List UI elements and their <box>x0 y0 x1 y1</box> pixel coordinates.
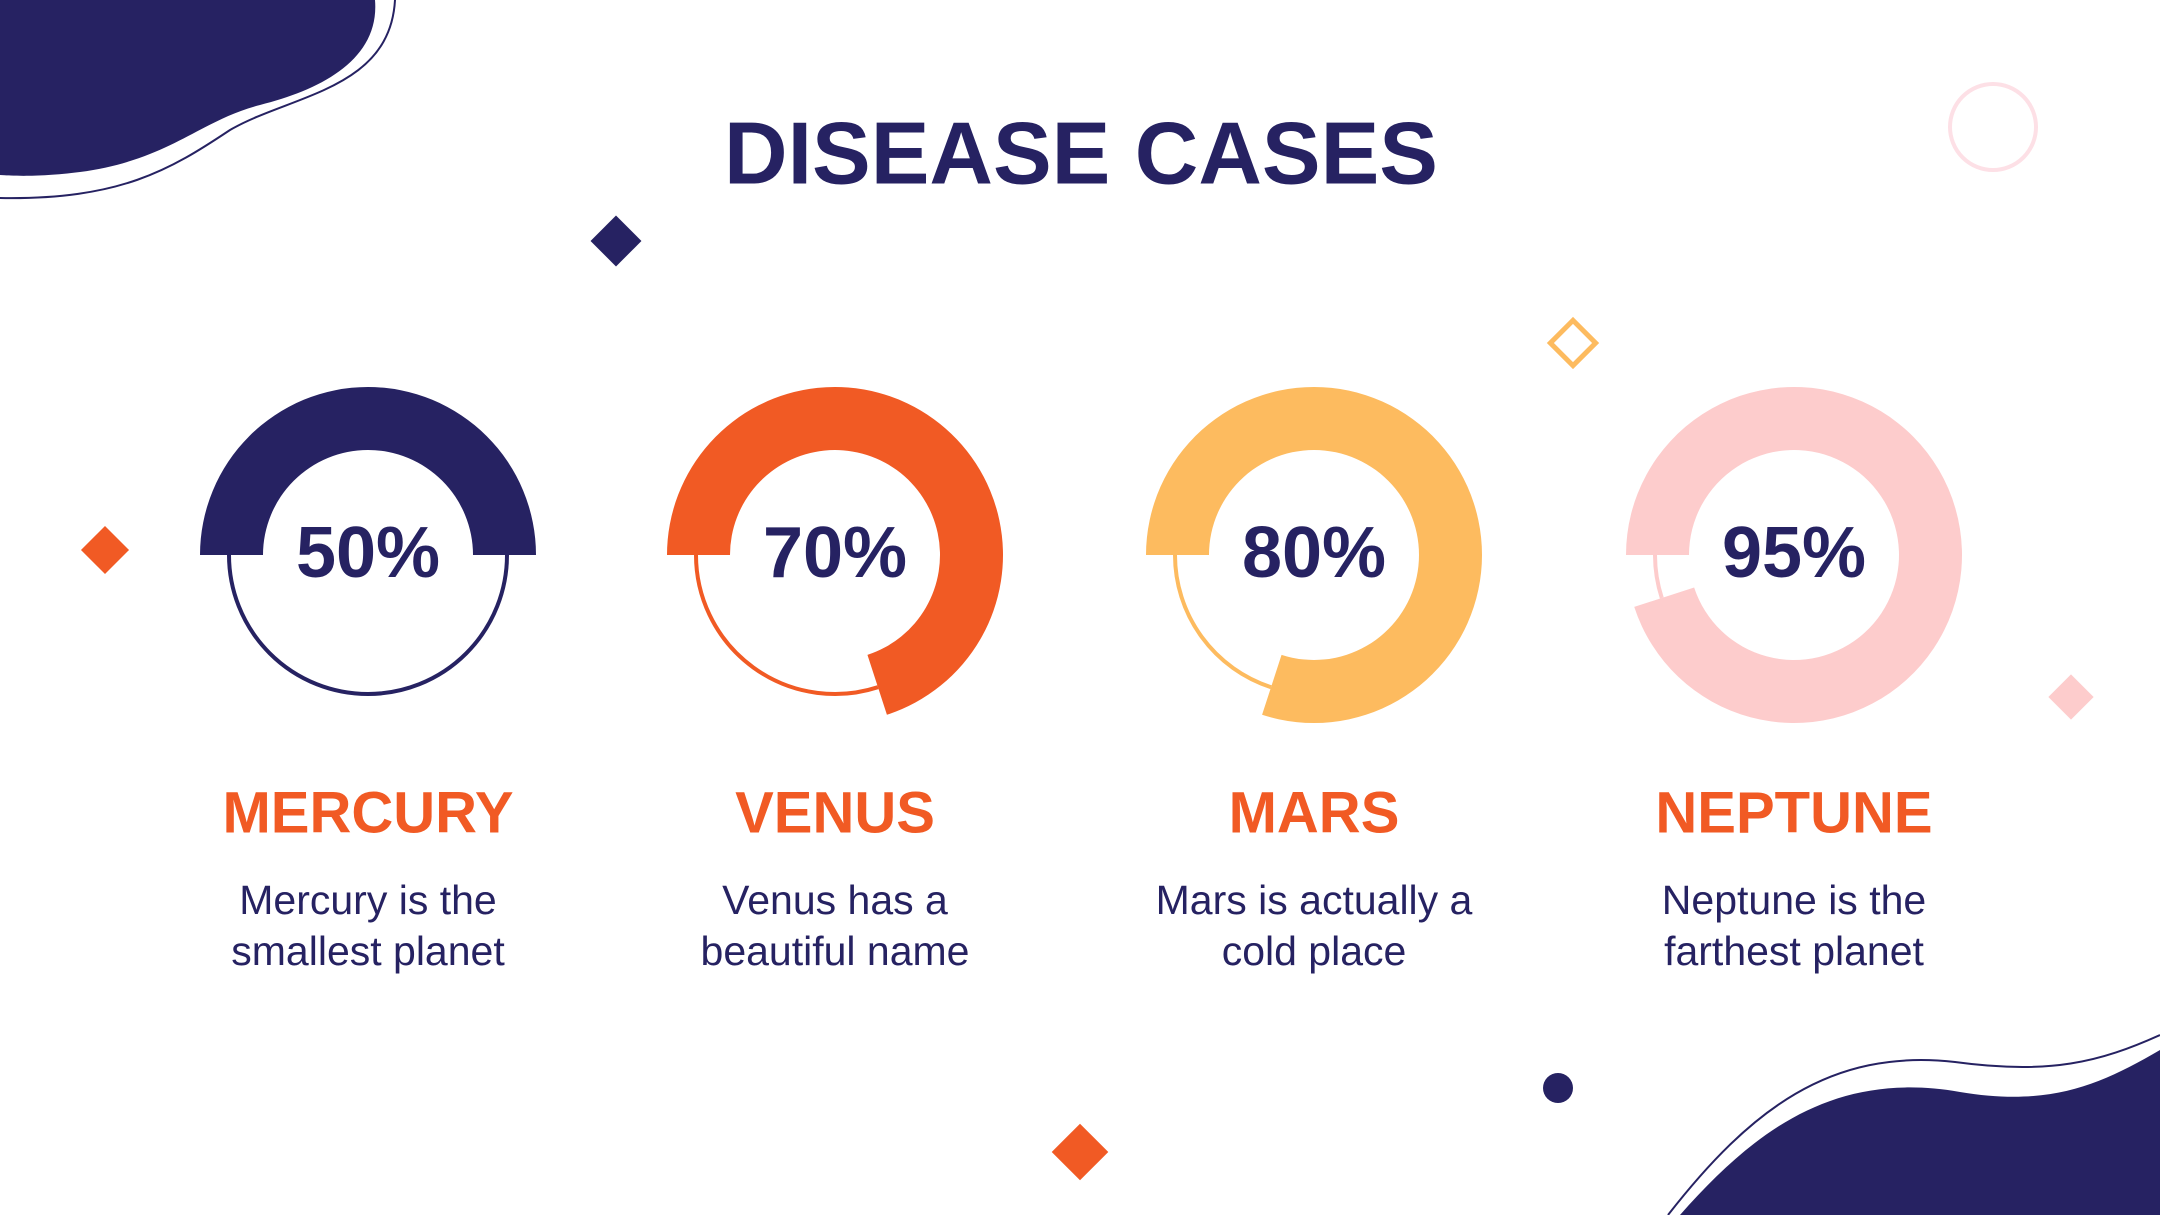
decor-diamond <box>80 525 130 575</box>
decor-diamond <box>2048 674 2094 720</box>
decor-blob <box>1680 1050 2160 1215</box>
decor-diamond <box>590 215 642 267</box>
remainder-ring <box>1653 554 1664 599</box>
planet-name: NEPTUNE <box>1655 780 1932 845</box>
decor-dot <box>1543 1073 1573 1103</box>
donut-arc <box>1626 387 1963 723</box>
planet-name: VENUS <box>735 780 935 845</box>
donut-arc <box>200 387 536 555</box>
decor-diamond <box>1546 316 1600 370</box>
value-label: 95% <box>1722 513 1866 593</box>
decor-diamond <box>1051 1123 1109 1181</box>
decor-blob <box>0 0 376 176</box>
remainder-ring <box>227 554 509 696</box>
decor-ring <box>1948 82 2038 172</box>
slide-title: DISEASE CASES <box>724 103 1438 202</box>
value-label: 80% <box>1242 513 1386 593</box>
remainder-ring <box>694 554 879 696</box>
planet-description: Mars is actually a cold place <box>1155 877 1473 974</box>
remainder-ring <box>1173 554 1272 690</box>
planet-description: Mercury is the smallest planet <box>231 877 505 974</box>
value-label: 50% <box>296 513 440 593</box>
donut-arc <box>667 386 1003 715</box>
value-label: 70% <box>763 513 907 593</box>
decor-line <box>1667 1034 2160 1215</box>
planet-name: MERCURY <box>222 780 513 845</box>
planet-description: Neptune is the farthest planet <box>1661 877 1927 974</box>
decor-line <box>0 0 396 200</box>
planet-name: MARS <box>1229 780 1400 845</box>
planet-description: Venus has a beautiful name <box>700 877 970 974</box>
donut-arc <box>1146 386 1482 723</box>
